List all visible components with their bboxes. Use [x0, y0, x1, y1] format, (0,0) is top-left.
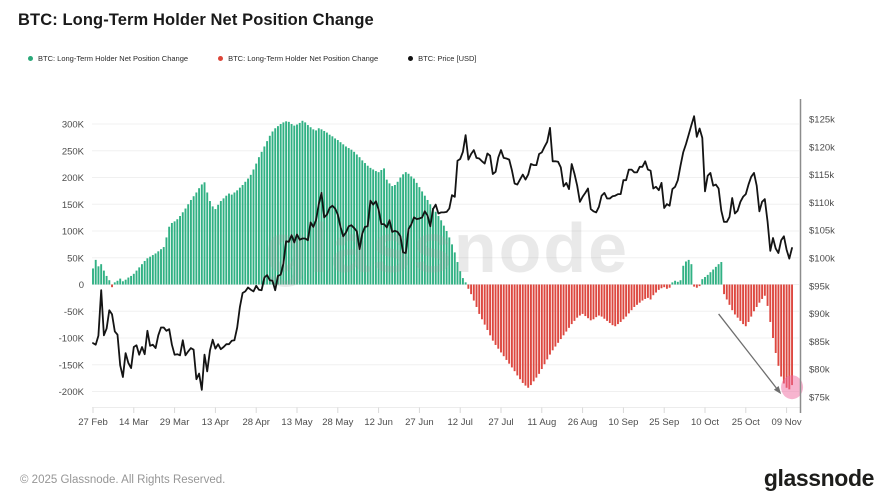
gridlines-layer — [92, 123, 800, 408]
svg-text:13 Apr: 13 Apr — [202, 417, 229, 428]
svg-text:150K: 150K — [62, 200, 85, 211]
legend-item-lth-positive[interactable]: BTC: Long-Term Holder Net Position Chang… — [28, 54, 188, 63]
legend: BTC: Long-Term Holder Net Position Chang… — [28, 54, 507, 63]
axis-labels-layer: 300K 250K 200K 150K 100K 50K 0 -50K -100K -150K -2… — [59, 99, 835, 428]
svg-text:$85k: $85k — [809, 337, 830, 348]
svg-text:-150K: -150K — [59, 360, 85, 371]
svg-text:28 May: 28 May — [322, 417, 353, 428]
svg-text:$115k: $115k — [809, 170, 834, 181]
annotation-layer — [718, 313, 804, 400]
svg-text:$95k: $95k — [809, 281, 830, 292]
legend-label: BTC: Long-Term Holder Net Position Chang… — [228, 54, 379, 63]
svg-text:25 Oct: 25 Oct — [732, 417, 760, 428]
svg-text:25 Sep: 25 Sep — [649, 417, 679, 428]
svg-text:$90k: $90k — [809, 309, 830, 320]
svg-text:0: 0 — [79, 280, 84, 291]
svg-text:12 Jul: 12 Jul — [448, 417, 473, 428]
svg-text:$75k: $75k — [809, 393, 830, 404]
svg-text:27 Jul: 27 Jul — [488, 417, 513, 428]
green-dot-icon — [28, 56, 33, 61]
svg-text:12 Jun: 12 Jun — [364, 417, 393, 428]
svg-text:-50K: -50K — [64, 307, 85, 318]
svg-text:29 Mar: 29 Mar — [160, 417, 190, 428]
svg-text:200K: 200K — [62, 173, 85, 184]
glassnode-logo: glassnode — [763, 465, 875, 491]
svg-text:10 Oct: 10 Oct — [691, 417, 719, 428]
black-dot-icon — [408, 56, 414, 61]
svg-text:50K: 50K — [67, 253, 85, 264]
svg-text:$100k: $100k — [809, 254, 835, 265]
svg-text:11 Aug: 11 Aug — [527, 417, 556, 428]
svg-text:100K: 100K — [62, 227, 85, 238]
svg-text:27 Jun: 27 Jun — [405, 417, 434, 428]
legend-item-lth-negative[interactable]: BTC: Long-Term Holder Net Position Chang… — [218, 54, 378, 63]
svg-text:-200K: -200K — [59, 387, 85, 398]
svg-text:$125k: $125k — [809, 115, 835, 126]
svg-text:$110k: $110k — [809, 198, 834, 209]
svg-text:-100K: -100K — [59, 334, 85, 345]
svg-text:$120k: $120k — [809, 142, 835, 153]
svg-text:300K: 300K — [62, 120, 85, 131]
svg-text:10 Sep: 10 Sep — [608, 417, 638, 428]
svg-text:13 May: 13 May — [281, 417, 312, 428]
glassnode-watermark: glassnode — [265, 209, 629, 287]
svg-text:28 Apr: 28 Apr — [242, 417, 269, 428]
legend-label: BTC: Long-Term Holder Net Position Chang… — [38, 54, 189, 63]
svg-text:250K: 250K — [62, 146, 85, 157]
legend-label: BTC: Price [USD] — [418, 54, 477, 63]
svg-text:26 Aug: 26 Aug — [568, 417, 598, 428]
svg-text:09 Nov: 09 Nov — [772, 417, 802, 428]
svg-text:14 Mar: 14 Mar — [119, 417, 149, 428]
chart-title: BTC: Long-Term Holder Net Position Chang… — [18, 11, 374, 29]
legend-item-price[interactable]: BTC: Price [USD] — [408, 54, 477, 63]
svg-text:$105k: $105k — [809, 226, 835, 237]
copyright-text: © 2025 Glassnode. All Rights Reserved. — [20, 474, 226, 486]
red-dot-icon — [218, 56, 224, 61]
price-line-layer — [92, 115, 793, 391]
svg-text:27 Feb: 27 Feb — [78, 417, 108, 428]
svg-text:$80k: $80k — [809, 365, 830, 376]
